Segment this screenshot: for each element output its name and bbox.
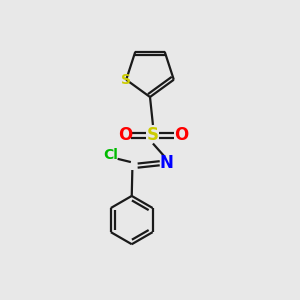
- Text: O: O: [174, 126, 188, 144]
- Text: S: S: [147, 126, 159, 144]
- Text: O: O: [118, 126, 132, 144]
- Text: S: S: [121, 73, 131, 87]
- Text: N: N: [159, 154, 173, 172]
- Text: Cl: Cl: [104, 148, 119, 162]
